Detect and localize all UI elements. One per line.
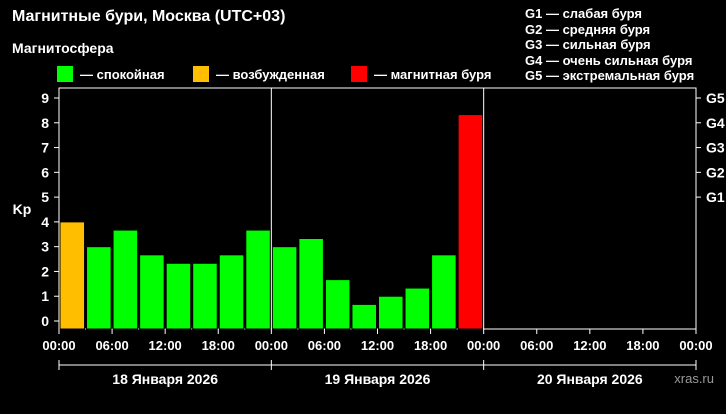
y-tick-label: 6: [41, 164, 49, 180]
kp-bar: [378, 295, 404, 330]
kp-bar: [139, 254, 165, 330]
y-tick-label: 1: [41, 288, 49, 304]
x-tick-label: 00:00: [679, 338, 712, 353]
g-tick-label: G2: [706, 164, 725, 180]
kp-bar: [245, 229, 271, 330]
kp-bar: [431, 254, 457, 330]
legend-item-storm: — магнитная буря: [350, 64, 491, 84]
g-scale-g5: G5 — экстремальная буря: [525, 68, 695, 83]
kp-bar: [271, 246, 298, 330]
chart-title: Магнитные бури, Москва (UTC+03): [12, 8, 286, 25]
x-tick-label: 00:00: [42, 338, 75, 353]
y-tick-label: 3: [41, 239, 49, 255]
g-scale-g2: G2 — средняя буря: [525, 21, 651, 37]
kp-bar: [112, 229, 139, 330]
legend-swatch-excited: [192, 65, 210, 83]
x-tick-label: 12:00: [361, 338, 394, 353]
legend-label-calm: — спокойная: [80, 66, 165, 82]
day-label: 20 Января 2026: [537, 371, 643, 387]
legend-swatch-storm: [350, 65, 368, 83]
y-tick-label: 2: [41, 263, 49, 279]
kp-bar: [86, 246, 112, 330]
y-tick-label: 9: [41, 90, 49, 106]
kp-bar: [218, 254, 245, 330]
magnetosphere-label: Магнитосфера: [12, 40, 114, 56]
g-tick-label: G1: [706, 189, 725, 205]
watermark: xras.ru: [674, 371, 714, 386]
g-tick-label: G5: [706, 90, 725, 106]
day-label: 19 Января 2026: [325, 371, 431, 387]
y-axis-label: Kp: [13, 201, 32, 217]
legend-swatch-calm: [56, 65, 74, 83]
y-tick-label: 5: [41, 189, 49, 205]
g-scale-g3: G3 — сильная буря: [525, 37, 651, 52]
y-tick-label: 0: [41, 313, 49, 329]
legend-label-storm: — магнитная буря: [374, 66, 492, 82]
g-tick-label: G3: [706, 140, 725, 156]
kp-bar: [351, 303, 378, 330]
y-tick-label: 4: [41, 214, 49, 230]
g-scale-legend: G1 — слабая буря G2 — средняя буря G3 — …: [525, 6, 694, 84]
kp-bar: [298, 237, 324, 330]
x-tick-label: 00:00: [467, 338, 500, 353]
x-tick-label: 06:00: [308, 338, 341, 353]
kp-bar: [457, 114, 484, 330]
day-label: 18 Января 2026: [112, 371, 218, 387]
x-tick-label: 18:00: [626, 338, 659, 353]
g-scale-g4: G4 — очень сильная буря: [525, 52, 693, 68]
y-tick-label: 7: [41, 140, 49, 156]
x-tick-label: 12:00: [149, 338, 182, 353]
kp-bar: [59, 221, 86, 330]
x-tick-label: 06:00: [95, 338, 128, 353]
legend-item-calm: — спокойная: [56, 64, 165, 84]
x-tick-label: 18:00: [202, 338, 235, 353]
x-tick-label: 12:00: [573, 338, 606, 353]
g-tick-label: G4: [706, 115, 725, 131]
x-tick-label: 06:00: [520, 338, 553, 353]
kp-bar: [324, 279, 351, 330]
g-scale-g1: G1 — слабая буря: [525, 6, 643, 21]
legend-item-excited: — возбужденная: [192, 64, 325, 84]
kp-bar: [192, 262, 218, 330]
y-tick-label: 8: [41, 115, 49, 131]
kp-bar: [165, 262, 192, 330]
kp-bar: [404, 287, 431, 330]
x-tick-label: 18:00: [414, 338, 447, 353]
x-tick-label: 00:00: [255, 338, 288, 353]
legend-label-excited: — возбужденная: [216, 66, 325, 82]
